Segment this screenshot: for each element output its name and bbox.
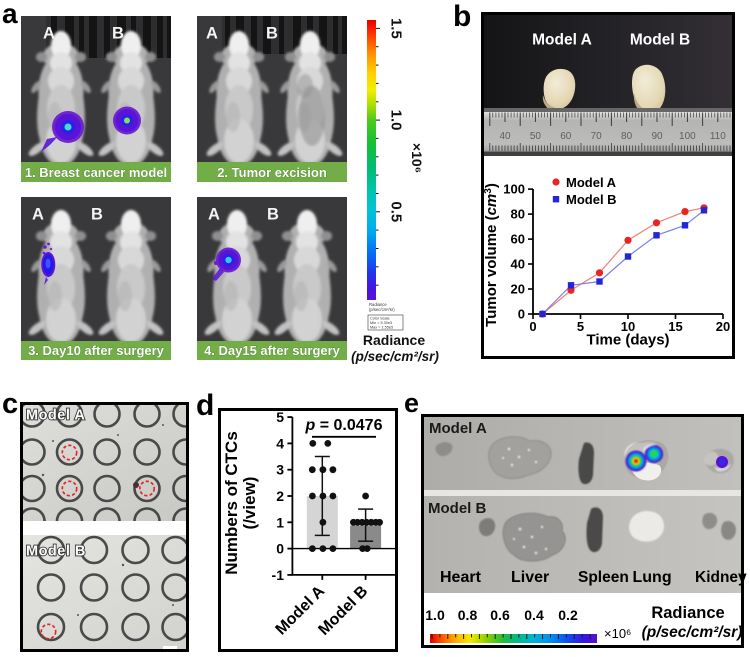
svg-text:A: A (43, 25, 55, 43)
svg-text:4. Day15 after surgery: 4. Day15 after surgery (204, 343, 341, 358)
svg-text:1. Breast cancer model: 1. Breast cancer model (25, 165, 167, 180)
svg-text:5: 5 (577, 319, 584, 334)
svg-text:0.4: 0.4 (524, 607, 544, 623)
svg-text:3: 3 (276, 462, 284, 478)
svg-text:0.5: 0.5 (388, 201, 405, 222)
svg-text:Time (days): Time (days) (586, 332, 669, 349)
svg-text:A: A (208, 206, 220, 224)
svg-text:50: 50 (530, 131, 542, 142)
svg-text:Lung: Lung (633, 569, 672, 586)
svg-text:Model B: Model B (26, 544, 86, 560)
svg-text:Min = 5.30e3: Min = 5.30e3 (370, 321, 392, 325)
svg-text:Model B: Model B (428, 500, 486, 517)
svg-text:×10⁶: ×10⁶ (604, 626, 631, 641)
svg-text:Kidney: Kidney (695, 569, 747, 586)
svg-text:1.0: 1.0 (388, 110, 405, 131)
svg-text:1.5: 1.5 (388, 18, 405, 39)
svg-text:40: 40 (499, 131, 511, 142)
svg-text:Model A: Model A (566, 175, 617, 190)
svg-text:B: B (267, 206, 279, 224)
svg-text:p = 0.0476: p = 0.0476 (305, 417, 383, 434)
svg-text:(p/sec/cm²/sr): (p/sec/cm²/sr) (369, 307, 395, 312)
svg-text:B: B (112, 25, 124, 43)
svg-text:(p/sec/cm²/sr): (p/sec/cm²/sr) (642, 624, 743, 641)
svg-text:Model A: Model A (26, 408, 85, 424)
svg-text:-1: -1 (272, 567, 285, 583)
svg-text:0.6: 0.6 (490, 607, 510, 623)
svg-text:80: 80 (511, 207, 525, 222)
svg-text:100: 100 (503, 182, 525, 197)
svg-text:×10⁶: ×10⁶ (409, 143, 425, 173)
svg-text:1.0: 1.0 (425, 607, 445, 623)
svg-text:1: 1 (276, 514, 284, 530)
svg-text:90: 90 (651, 131, 663, 142)
svg-text:60: 60 (560, 131, 572, 142)
svg-text:Model B: Model B (566, 192, 617, 207)
svg-text:(p/sec/cm²/sr): (p/sec/cm²/sr) (351, 349, 439, 364)
svg-text:Heart: Heart (440, 569, 482, 586)
svg-text:15: 15 (668, 319, 682, 334)
svg-text:Model A: Model A (532, 32, 592, 49)
svg-text:0.8: 0.8 (458, 607, 478, 623)
svg-text:4: 4 (276, 435, 284, 451)
svg-text:0: 0 (276, 541, 284, 557)
svg-text:Liver: Liver (511, 569, 549, 586)
svg-text:80: 80 (621, 131, 633, 142)
svg-text:0.2: 0.2 (558, 607, 578, 623)
svg-text:5: 5 (276, 411, 284, 425)
svg-text:Numbers of CTCs: Numbers of CTCs (222, 431, 241, 575)
svg-text:Radiance: Radiance (363, 332, 425, 348)
svg-text:0: 0 (529, 319, 536, 334)
svg-text:Spleen: Spleen (578, 569, 629, 586)
svg-text:0: 0 (518, 307, 525, 322)
svg-text:10: 10 (621, 319, 635, 334)
svg-text:A: A (32, 206, 44, 224)
svg-text:Max = 1.55e5: Max = 1.55e5 (370, 326, 393, 330)
svg-text:2. Tumor excision: 2. Tumor excision (217, 165, 327, 180)
svg-text:3. Day10 after surgery: 3. Day10 after surgery (28, 343, 165, 358)
svg-text:20: 20 (511, 282, 525, 297)
svg-text:Radiance: Radiance (651, 604, 724, 622)
svg-text:70: 70 (591, 131, 603, 142)
svg-text:Color Scale: Color Scale (370, 317, 390, 321)
svg-text:2: 2 (276, 488, 284, 504)
svg-text:(/view): (/view) (240, 477, 259, 530)
svg-text:60: 60 (511, 232, 525, 247)
svg-text:20: 20 (716, 319, 730, 334)
svg-text:100: 100 (679, 131, 696, 142)
svg-text:40: 40 (511, 257, 525, 272)
svg-text:Radiance: Radiance (369, 302, 387, 307)
svg-text:B: B (91, 206, 103, 224)
svg-text:B: B (266, 25, 278, 43)
svg-text:Model A: Model A (429, 420, 487, 437)
svg-text:110: 110 (710, 131, 726, 142)
svg-text:Tumor volume (cm3): Tumor volume (cm3) (484, 183, 500, 327)
svg-text:A: A (206, 25, 218, 43)
svg-text:Model B: Model B (630, 32, 690, 49)
